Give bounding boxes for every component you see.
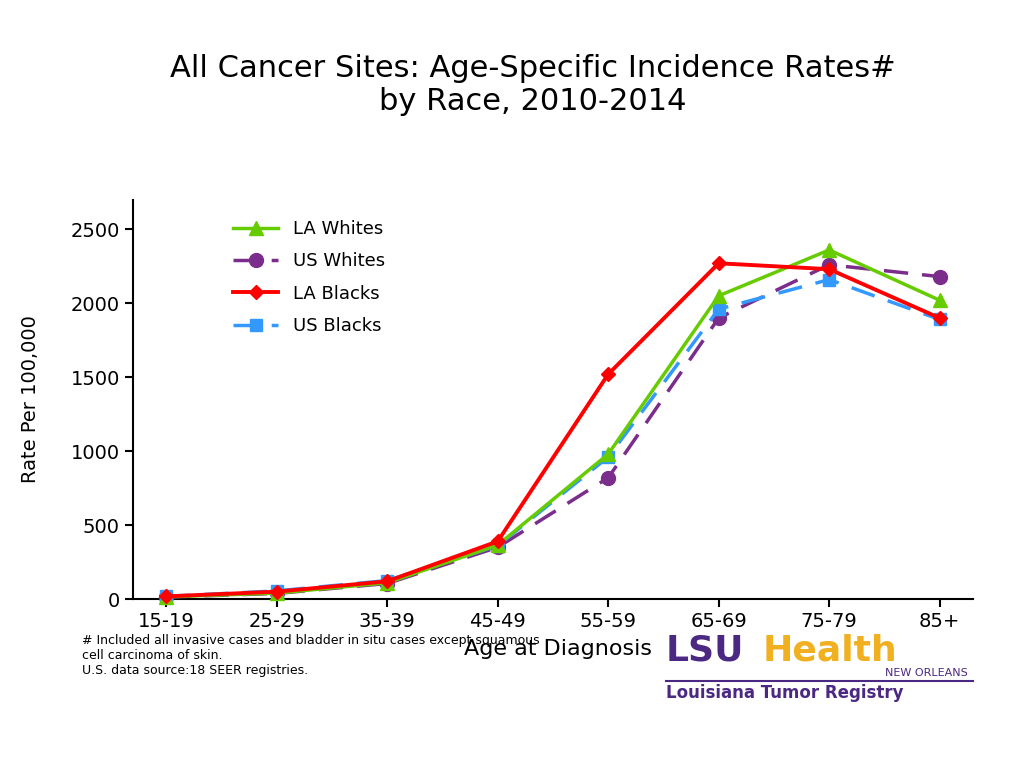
US Blacks [160, 592, 172, 601]
LA Whites [160, 592, 172, 601]
US Whites [270, 589, 283, 598]
Legend: LA Whites, US Whites, LA Blacks, US Blacks: LA Whites, US Whites, LA Blacks, US Blac… [226, 213, 392, 343]
LA Blacks [934, 313, 946, 323]
Line: LA Blacks: LA Blacks [162, 258, 944, 601]
LA Whites [713, 291, 725, 300]
LA Blacks [492, 537, 504, 546]
US Blacks [381, 576, 393, 585]
US Blacks [602, 452, 614, 462]
Text: NEW ORLEANS: NEW ORLEANS [885, 668, 968, 678]
Text: # Included all invasive cases and bladder in situ cases except squamous: # Included all invasive cases and bladde… [82, 634, 540, 647]
US Whites [381, 579, 393, 588]
US Whites [713, 313, 725, 323]
Line: US Blacks: US Blacks [160, 273, 946, 603]
Text: All Cancer Sites: Age-Specific Incidence Rates#
by Race, 2010-2014: All Cancer Sites: Age-Specific Incidence… [170, 54, 895, 117]
Text: LSU: LSU [666, 634, 744, 667]
Text: Rate Per 100,000: Rate Per 100,000 [22, 316, 40, 483]
Text: Louisiana Tumor Registry: Louisiana Tumor Registry [666, 684, 903, 701]
Text: Age at Diagnosis: Age at Diagnosis [464, 639, 652, 659]
US Blacks [934, 315, 946, 324]
LA Blacks [381, 577, 393, 586]
US Blacks [823, 275, 836, 284]
US Whites [602, 473, 614, 482]
LA Whites [934, 296, 946, 305]
US Whites [934, 272, 946, 281]
Line: US Whites: US Whites [160, 258, 946, 604]
US Whites [492, 543, 504, 552]
LA Blacks [602, 369, 614, 379]
LA Blacks [160, 592, 172, 601]
US Whites [823, 260, 836, 270]
US Blacks [492, 541, 504, 551]
Text: cell carcinoma of skin.: cell carcinoma of skin. [82, 649, 222, 662]
LA Whites [381, 578, 393, 588]
Line: LA Whites: LA Whites [160, 243, 946, 604]
LA Whites [823, 245, 836, 254]
Text: Health: Health [763, 634, 898, 667]
LA Blacks [270, 587, 283, 596]
LA Whites [602, 449, 614, 458]
LA Whites [492, 541, 504, 550]
US Whites [160, 592, 172, 601]
LA Blacks [823, 265, 836, 274]
US Blacks [270, 586, 283, 595]
LA Blacks [713, 259, 725, 268]
LA Whites [270, 588, 283, 598]
US Blacks [713, 305, 725, 314]
Text: U.S. data source:18 SEER registries.: U.S. data source:18 SEER registries. [82, 664, 308, 677]
